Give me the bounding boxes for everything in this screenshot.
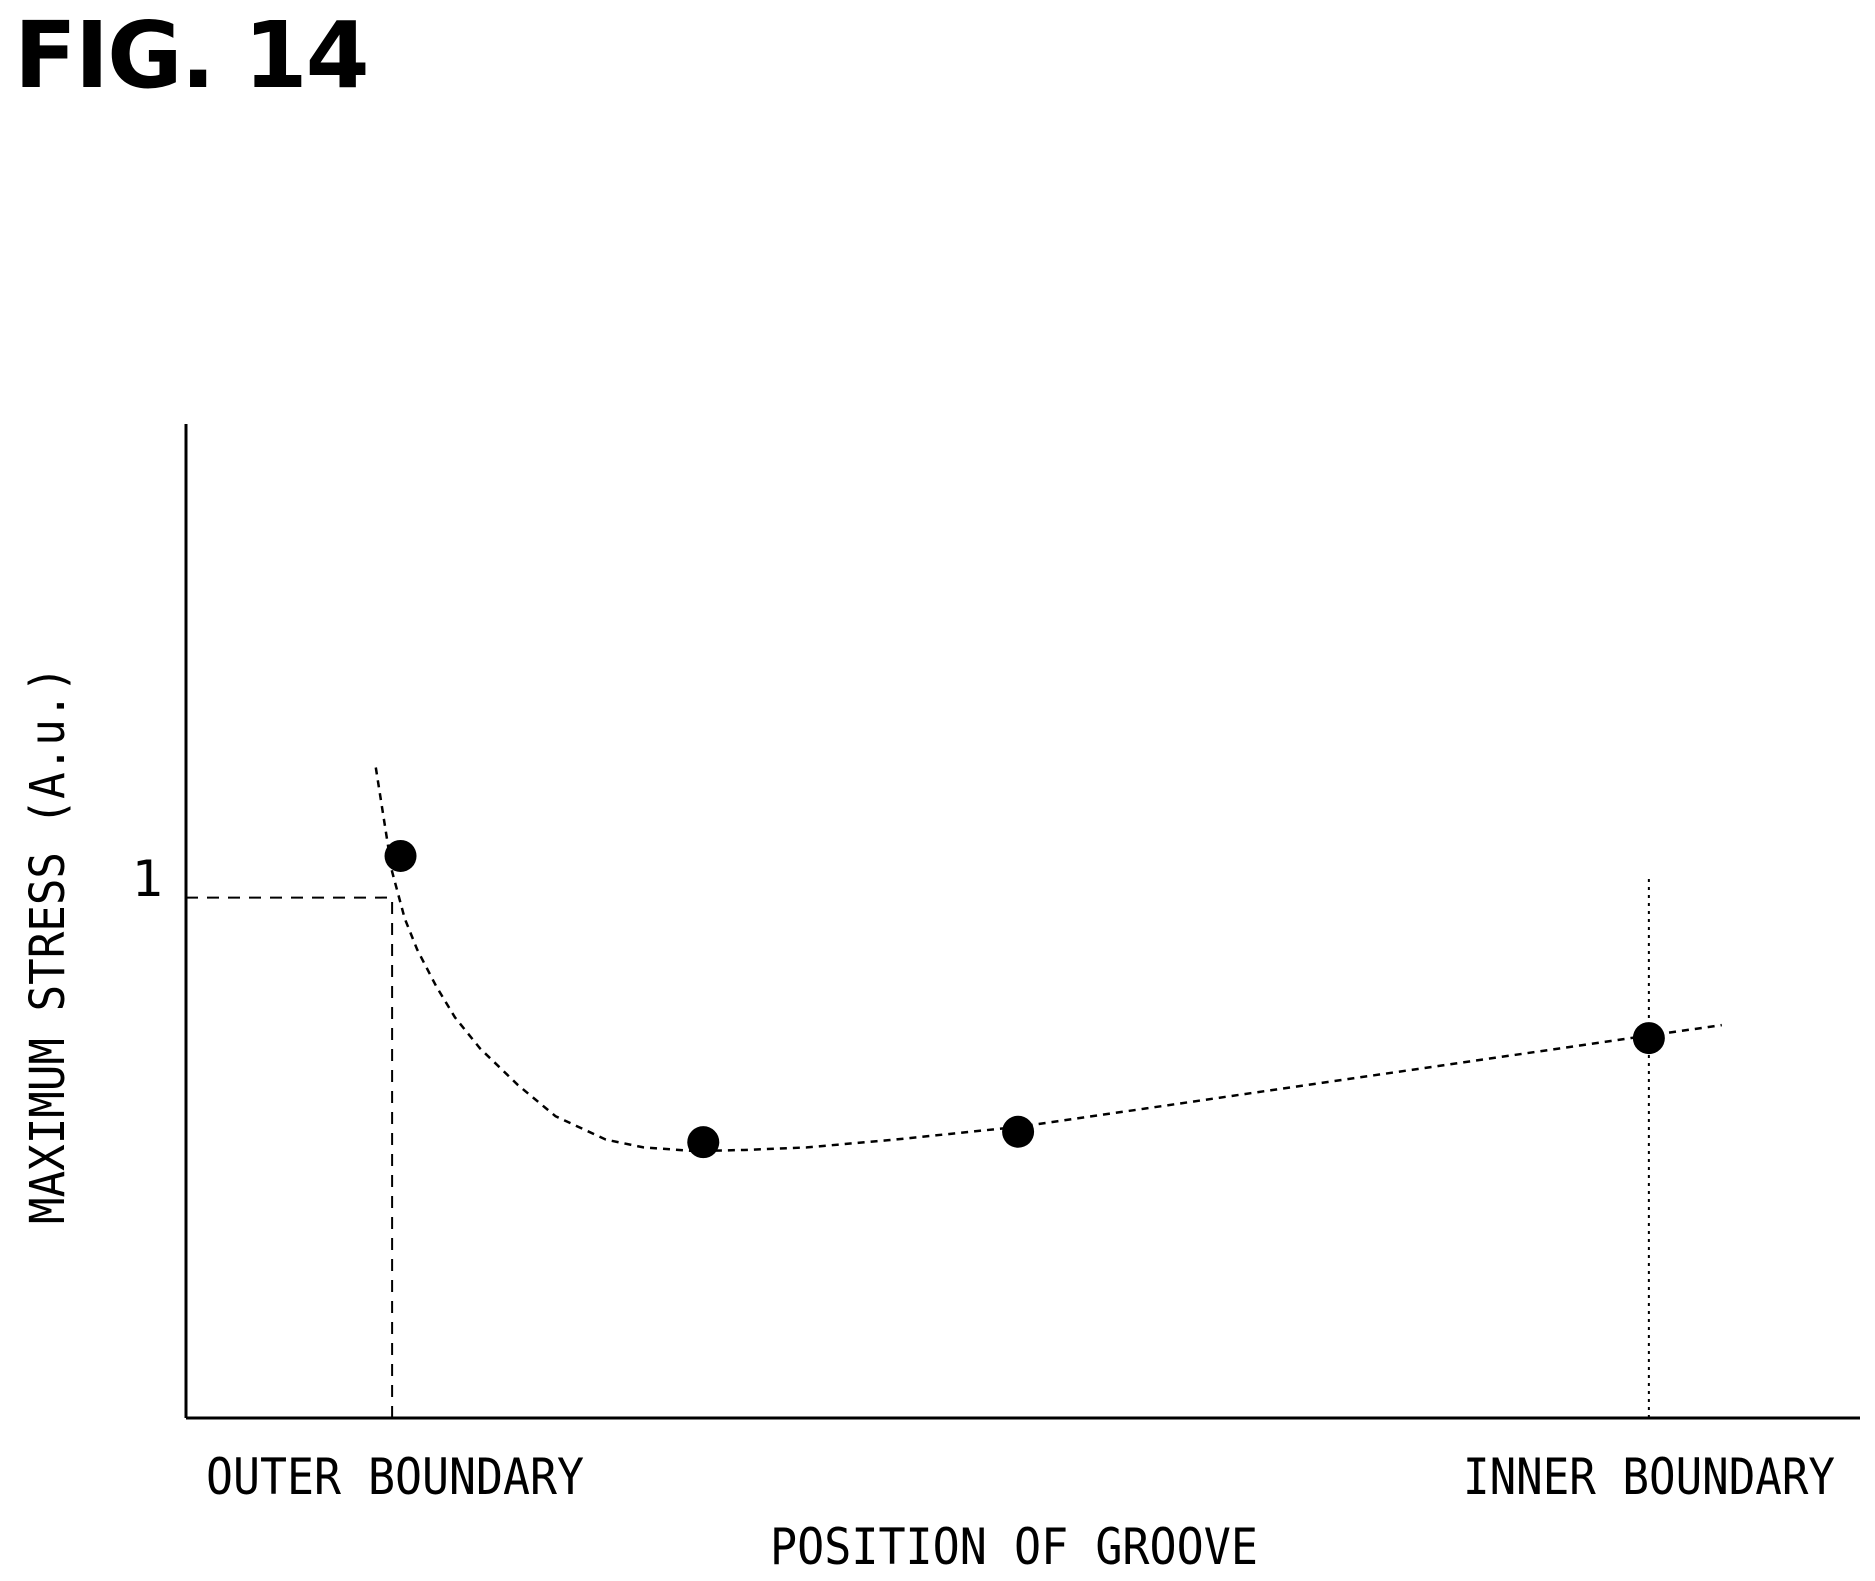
data-point (1002, 1115, 1035, 1148)
data-point (687, 1126, 720, 1159)
data-point (384, 839, 417, 872)
figure-label: FIG. 14 (14, 2, 370, 109)
data-points (384, 839, 1665, 1159)
y-tick-label: 1 (132, 850, 164, 908)
y-axis-title: MAXIMUM STRESS (A.u.) (20, 666, 76, 1224)
trend-curve (374, 767, 1722, 1153)
data-point (1632, 1022, 1665, 1055)
x-tick-label-outer: OUTER BOUNDARY (206, 1448, 584, 1506)
axes (184, 424, 1860, 1420)
x-axis-title: POSITION OF GROOVE (770, 1518, 1258, 1576)
reference-lines (186, 876, 1650, 1418)
x-tick-label-inner: INNER BOUNDARY (1463, 1448, 1835, 1506)
